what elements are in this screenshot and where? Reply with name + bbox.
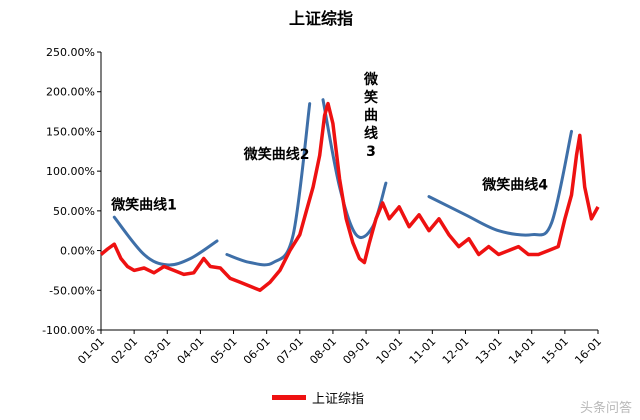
x-tick-label: 16-01 (572, 335, 604, 367)
annotation-3: 微笑曲线 3 (363, 71, 379, 160)
y-tick-label: -50.00% (49, 284, 95, 297)
x-tick-label: 13-01 (473, 335, 505, 367)
y-axis: -100.00% -50.00% 0.00% 50.00% 100.00% 150.00%… (42, 46, 102, 337)
y-tick-label: 200.00% (46, 86, 95, 99)
annotation-2: 微笑曲线2 (243, 146, 310, 163)
x-tick-label: 14-01 (506, 335, 538, 367)
chart-title: 上证综指 (289, 9, 353, 28)
x-tick-label: 08-01 (307, 335, 339, 367)
annotation-4: 微笑曲线4 (481, 176, 548, 193)
x-tick-label: 09-01 (340, 335, 372, 367)
x-axis: 01-01 02-01 03-01 04-01 05-01 06-01 07-01 08-01… (75, 329, 604, 367)
y-tick-label: -100.00% (42, 324, 95, 337)
x-tick-label: 02-01 (108, 335, 140, 367)
x-tick-label: 10-01 (374, 335, 406, 367)
y-tick-label: 100.00% (46, 165, 95, 178)
x-tick-label: 07-01 (274, 335, 306, 367)
annotation-1: 微笑曲线1 (110, 196, 177, 213)
series-line-1 (99, 101, 600, 293)
smile-curve-1 (112, 215, 219, 267)
annotations: 微笑曲线1 微笑曲线2 微笑曲线 3 微笑曲线4 (110, 71, 548, 213)
legend-label: 上证综指 (312, 392, 365, 407)
x-tick-label: 15-01 (539, 335, 571, 367)
watermark: 头条问答 (579, 401, 632, 416)
legend: 上证综指 (272, 388, 364, 407)
x-tick-label: 03-01 (142, 335, 174, 367)
x-tick-label: 05-01 (208, 335, 240, 367)
y-tick-label: 0.00% (60, 245, 95, 258)
smile-curve-4 (427, 129, 573, 237)
x-tick-label: 06-01 (241, 335, 273, 367)
smile-curve-2 (225, 102, 312, 267)
y-tick-label: 250.00% (46, 46, 95, 59)
series-lines (99, 101, 600, 293)
x-tick-label: 01-01 (75, 335, 107, 367)
x-tick-label: 11-01 (407, 335, 439, 367)
x-tick-label: 04-01 (175, 335, 207, 367)
y-tick-label: 50.00% (53, 205, 95, 218)
x-tick-label: 12-01 (440, 335, 472, 367)
y-tick-label: 150.00% (46, 125, 95, 138)
legend-swatch (272, 395, 306, 400)
